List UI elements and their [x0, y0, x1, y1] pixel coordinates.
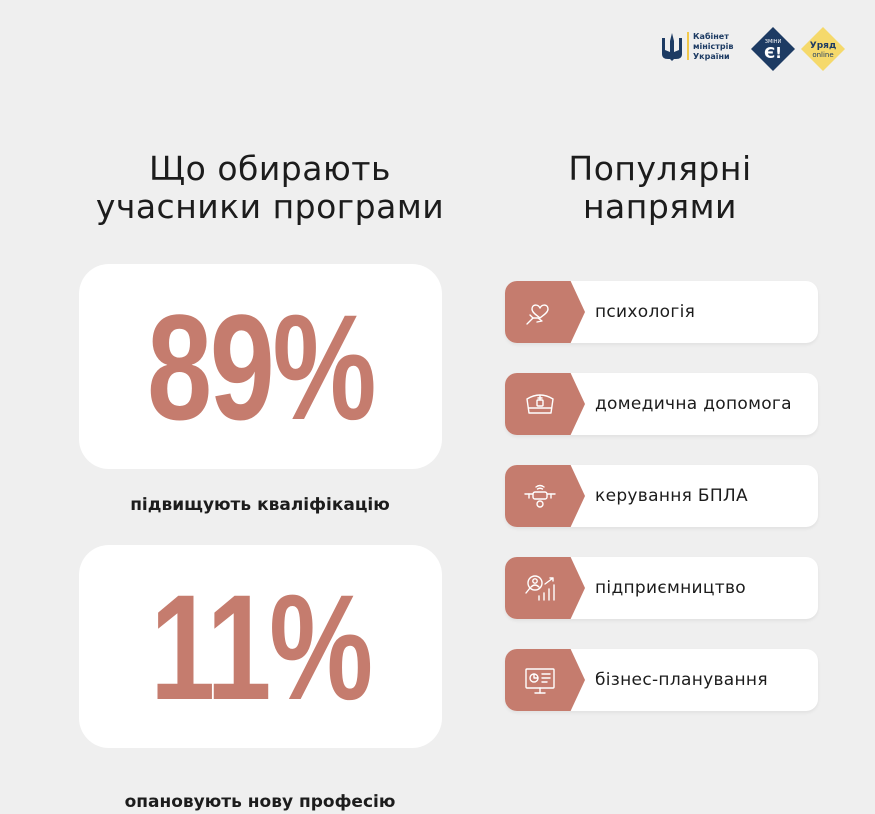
- header-logos: Кабінет міністрів України ЗМІНИ Є! Уряд …: [655, 24, 855, 72]
- direction-label: керування БПЛА: [595, 486, 748, 506]
- uryad-sub: online: [812, 51, 833, 59]
- direction-label: бізнес-планування: [595, 670, 768, 690]
- trident-icon: [662, 33, 682, 61]
- left-column-title: Що обирають учасники програми: [95, 149, 445, 226]
- direction-item-psychology: психологія: [505, 281, 818, 343]
- drone-icon: [524, 484, 556, 508]
- direction-item-business-planning: бізнес-планування: [505, 649, 818, 711]
- direction-item-drone-control: керування БПЛА: [505, 465, 818, 527]
- e-badge-letter: Є!: [764, 44, 782, 62]
- uryad-title: Уряд: [810, 41, 836, 51]
- stat-value: 11%: [150, 562, 373, 731]
- zminy-e-badge-icon: ЗМІНИ Є!: [751, 27, 795, 71]
- stat-card-new-profession: 11%: [79, 545, 442, 748]
- stat-value: 89%: [146, 282, 377, 451]
- direction-item-first-aid: домедична допомога: [505, 373, 818, 435]
- e-badge-top-text: ЗМІНИ: [765, 39, 782, 45]
- business-growth-icon: [525, 575, 555, 601]
- uryad-online-badge-icon: Уряд online: [801, 27, 845, 71]
- direction-label: психологія: [595, 302, 696, 322]
- stat-card-upskill: 89%: [79, 264, 442, 469]
- nurse-cap-icon: [526, 394, 554, 414]
- stat-caption: підвищують кваліфікацію: [130, 495, 390, 515]
- direction-label: домедична допомога: [595, 394, 792, 414]
- stat-caption: опановують нову професію: [124, 792, 396, 812]
- logo-divider: [687, 32, 689, 60]
- right-column-title: Популярні напрями: [568, 149, 752, 226]
- cabinet-logo-text: Кабінет міністрів України: [693, 32, 734, 61]
- presentation-board-icon: [525, 668, 555, 694]
- direction-item-entrepreneurship: підприємництво: [505, 557, 818, 619]
- direction-label: підприємництво: [595, 578, 746, 598]
- heart-hand-icon: [526, 304, 549, 325]
